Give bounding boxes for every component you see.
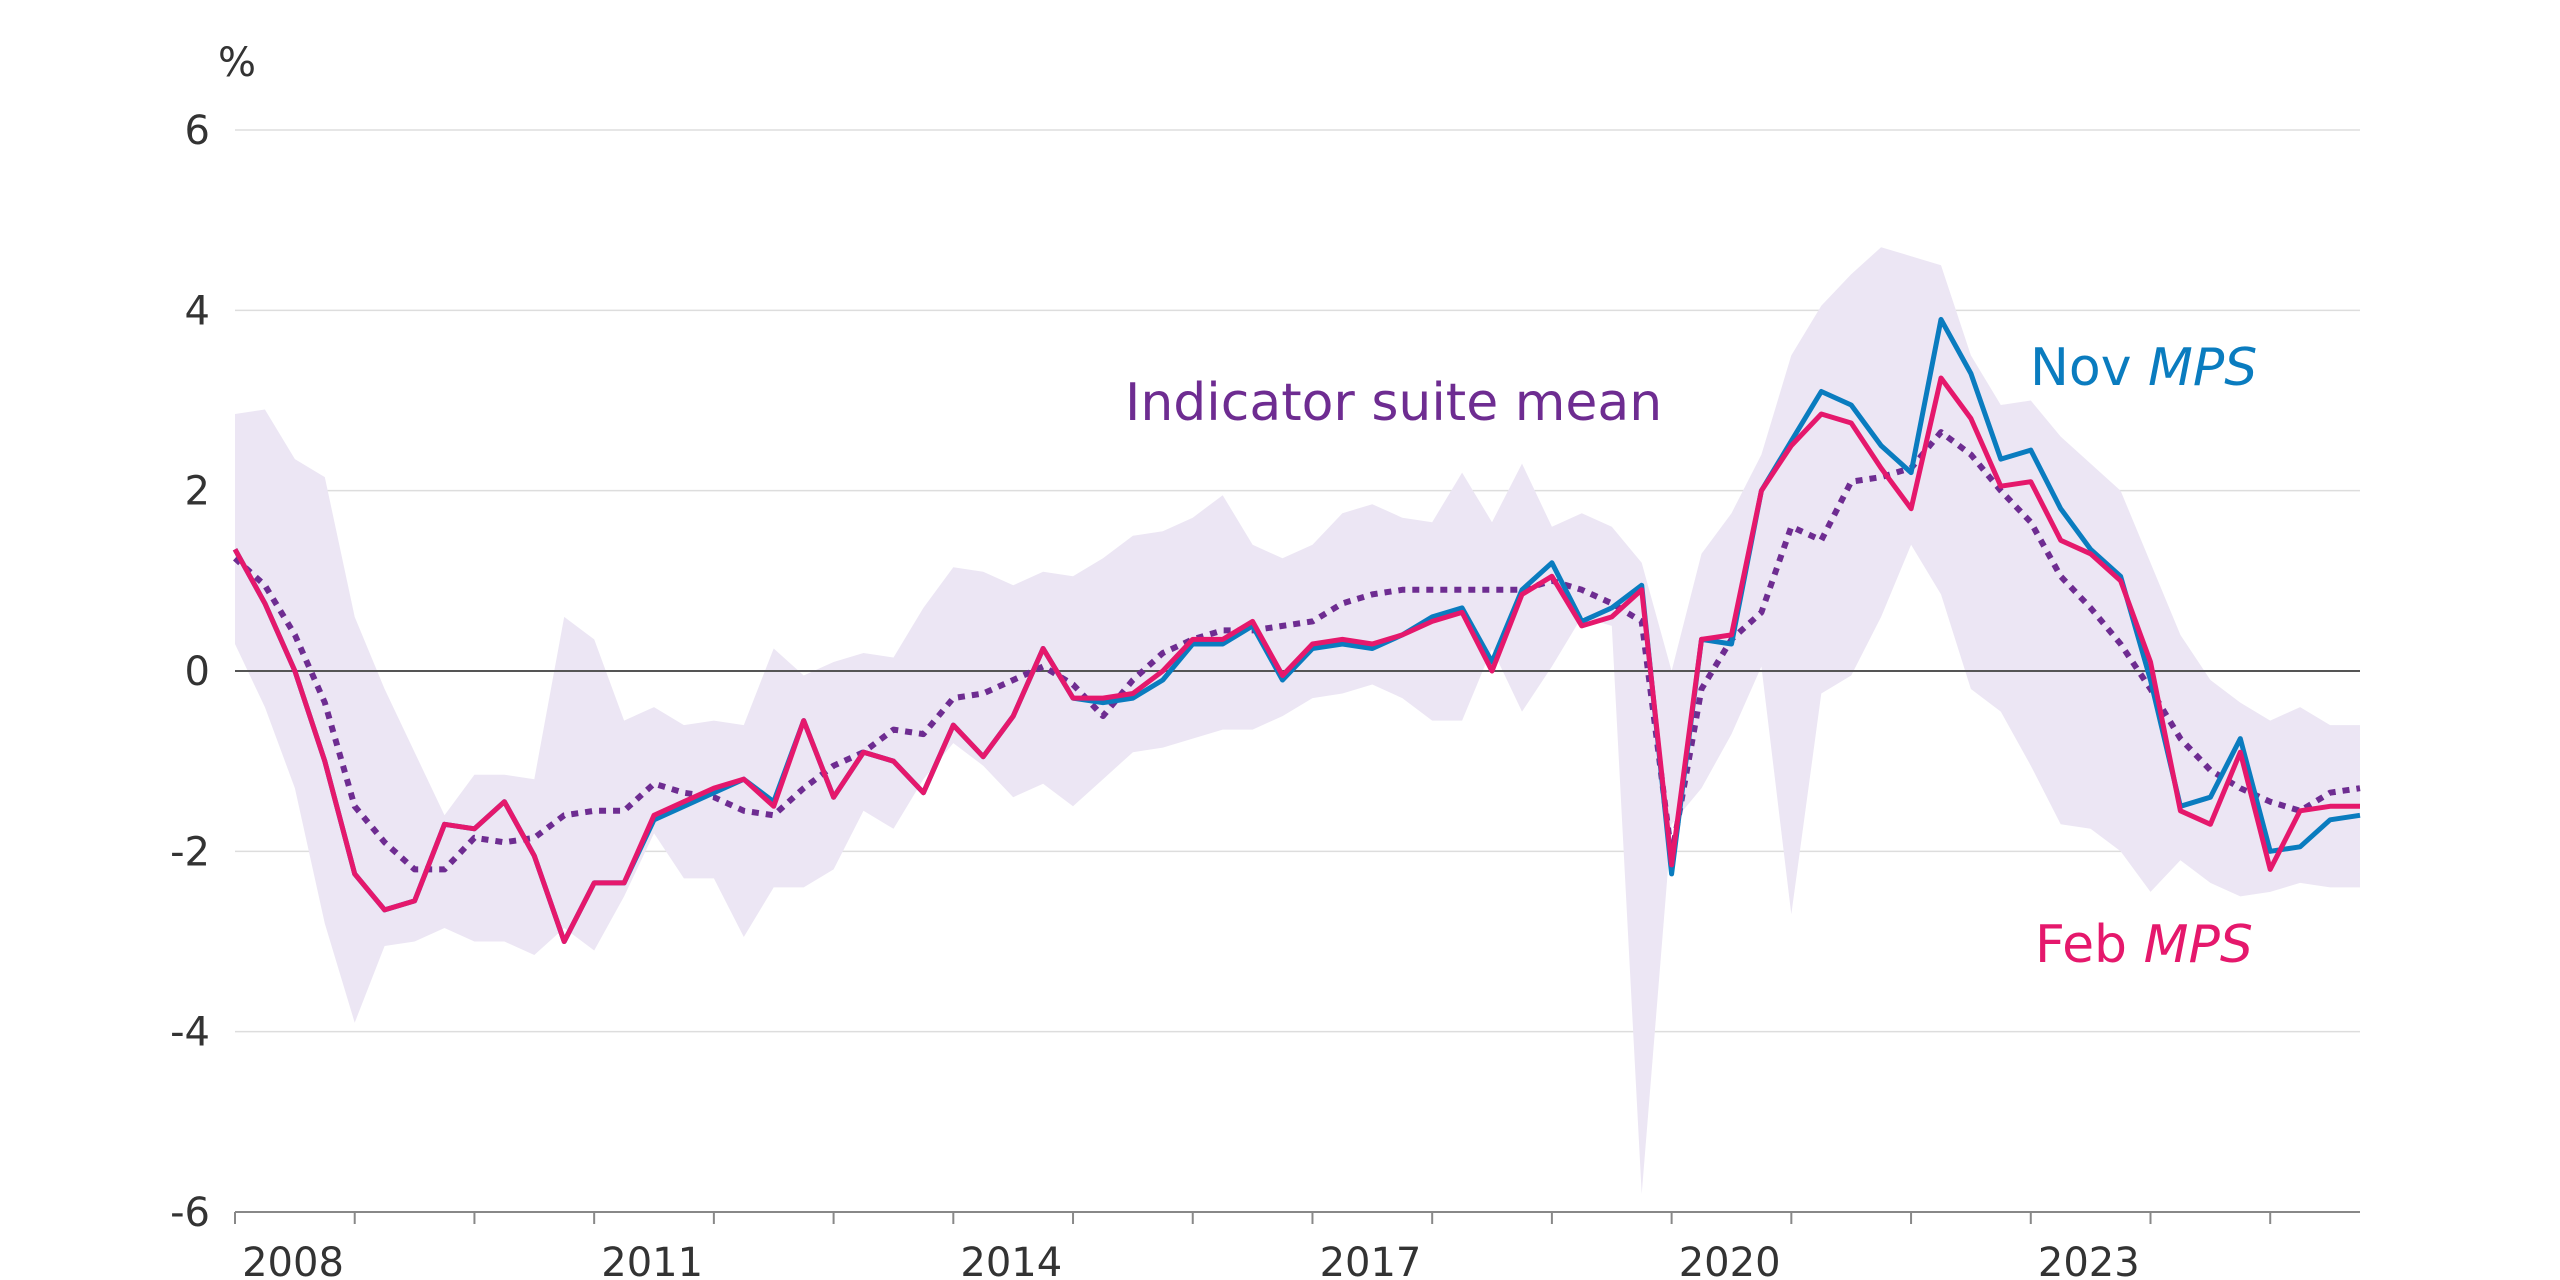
x-tick-label: 2011 [601,1240,703,1280]
y-tick-label: -4 [170,1010,210,1056]
y-tick-label: -6 [170,1190,210,1236]
y-axis-unit-label: % [218,40,256,86]
x-tick-label: 2023 [2038,1240,2140,1280]
series-lines [232,316,2361,944]
feb-mps-label-italic: MPS [2144,915,2253,975]
axes [234,670,2360,1224]
nov-mps-label: Nov MPS [2030,338,2257,398]
y-tick-label: 6 [185,108,210,154]
y-tick-label: 0 [185,649,210,695]
y-tick-label: -2 [170,829,210,875]
x-tick-label: 2014 [960,1240,1062,1280]
tick-labels: 6 4 2 0 -2 -4 -6 2008 2011 2014 2017 2020 2023 [170,108,2140,1280]
feb-mps-label-text: Feb [2035,915,2144,975]
x-tick-label: 2008 [242,1240,344,1280]
indicator-suite-mean-label: Indicator suite mean [1125,373,1662,433]
nov-mps-label-text: Nov [2030,338,2148,398]
series-line-suite_mean [232,429,2361,873]
x-tick-label: 2020 [1679,1240,1781,1280]
y-tick-label: 4 [185,288,210,334]
indicator-range-band [235,247,2360,1194]
series-line-feb [232,375,2360,944]
y-tick-label: 2 [185,469,210,515]
nov-mps-label-italic: MPS [2148,338,2257,398]
x-tick-label: 2017 [1320,1240,1422,1280]
feb-mps-label: Feb MPS [2035,915,2253,975]
